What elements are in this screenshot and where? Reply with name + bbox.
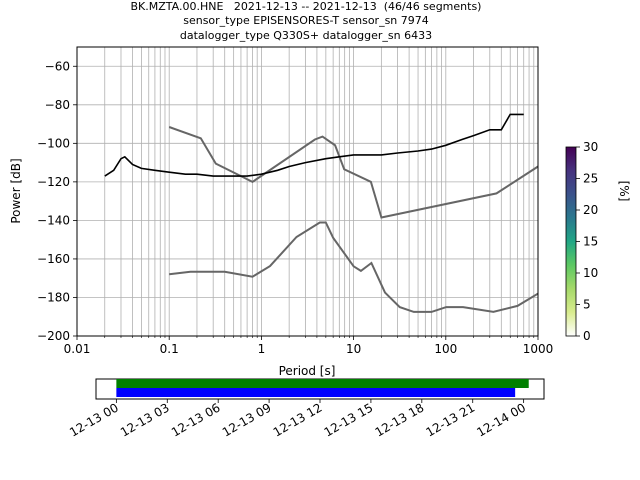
x-axis-label: Period [s]: [279, 364, 336, 378]
timeline-tick-label: 12-13 03: [118, 400, 172, 439]
timeline-tick-label: 12-13 21: [424, 400, 478, 439]
timeline-tick-label: 12-13 15: [322, 400, 376, 439]
psd-plot: 0.01 0.1 1 10 100 1000 −60 −80 −100 −120 −140 −160…: [9, 46, 554, 378]
timeline-tick-label: 12-13 00: [67, 400, 121, 439]
low-noise-model-line: [169, 221, 538, 313]
colorbar: 0 5 10 15 20 25 30 [%]: [565, 140, 631, 343]
y-axis: −60 −80 −100 −120 −140 −160 −180 −200: [37, 59, 77, 343]
mean-curve-group: [104, 113, 524, 177]
timeline-bars: [116, 379, 529, 397]
y-tick-label: −60: [45, 59, 70, 73]
y-axis-label: Power [dB]: [9, 158, 23, 223]
y-tick-label: −180: [37, 290, 70, 304]
y-tick-label: −100: [37, 136, 70, 150]
colorbar-tick-label: 20: [583, 203, 598, 217]
colorbar-gradient: [565, 146, 577, 337]
timeline-tick-label: 12-13 06: [169, 400, 223, 439]
colorbar-ticks: 0 5 10 15 20 25 30: [576, 140, 598, 343]
y-tick-label: −80: [45, 98, 70, 112]
colorbar-tick-label: 25: [583, 172, 598, 186]
timeline-tick-label: 12-13 09: [220, 400, 274, 439]
x-tick-label: 10: [346, 342, 361, 356]
plot-background: [77, 47, 538, 336]
y-tick-label: −140: [37, 213, 70, 227]
x-tick-label: 0.1: [160, 342, 179, 356]
colorbar-tick-label: 10: [583, 266, 598, 280]
timeline-bar-data: [116, 379, 529, 388]
colorbar-tick-label: 30: [583, 140, 598, 154]
x-tick-label: 100: [434, 342, 457, 356]
noise-models: [168, 126, 538, 313]
colorbar-label: [%]: [617, 181, 631, 202]
grid: [76, 47, 538, 337]
x-axis: 0.01 0.1 1 10 100 1000: [64, 336, 554, 356]
timeline-tick-label: 12-14 00: [474, 400, 528, 439]
mean-psd-line: [104, 113, 524, 177]
y-tick-label: −200: [37, 329, 70, 343]
high-noise-model-line: [168, 126, 538, 219]
chart-title-line-2: sensor_type EPISENSORES-T sensor_sn 7974: [183, 14, 429, 27]
x-tick-label: 1000: [523, 342, 554, 356]
plot-frame: [76, 46, 539, 337]
colorbar-tick-label: 0: [583, 329, 591, 343]
chart-title-line-3: datalogger_type Q330S+ datalogger_sn 643…: [180, 29, 432, 42]
colorbar-tick-label: 15: [583, 235, 598, 249]
x-tick-label: 1: [258, 342, 266, 356]
x-tick-label: 0.01: [64, 342, 91, 356]
y-tick-label: −120: [37, 175, 70, 189]
timeline-tick-label: 12-13 12: [271, 400, 325, 439]
timeline-tick-label: 12-13 18: [373, 400, 427, 439]
y-tick-label: −160: [37, 252, 70, 266]
timeline-bar-psd: [116, 388, 516, 397]
colorbar-tick-label: 5: [583, 298, 591, 312]
chart-title-line-1: BK.MZTA.00.HNE 2021-12-13 -- 2021-12-13 …: [131, 0, 482, 13]
